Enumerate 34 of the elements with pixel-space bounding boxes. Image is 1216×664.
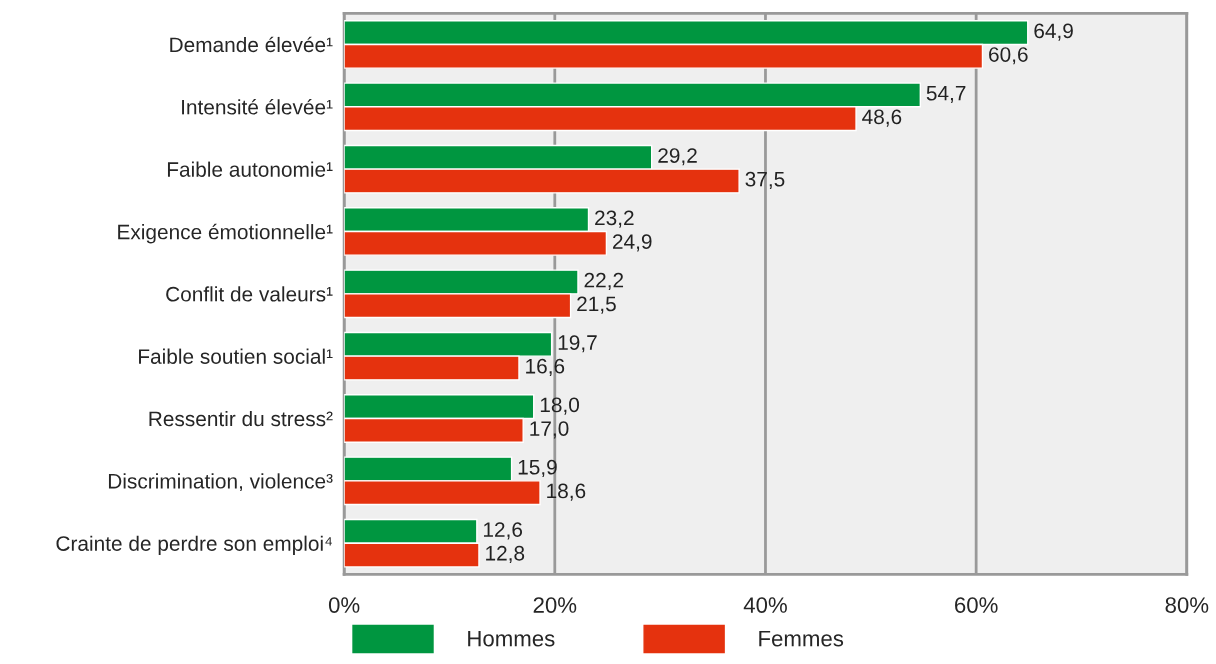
x-tick-label: 40% xyxy=(743,597,787,613)
y-tick-label: Exigence émotionnelle¹ xyxy=(118,223,333,244)
data-label: 18,6 xyxy=(547,483,586,501)
x-tick-label: 0% xyxy=(328,597,360,613)
x-tick-label: 20% xyxy=(533,597,577,613)
y-tick-label: Discrimination, violence³ xyxy=(108,473,333,492)
y-tick-label: Faible autonomie¹ xyxy=(167,161,333,177)
data-label: 29,2 xyxy=(658,148,697,166)
y-tick-label: Intensité élevée¹ xyxy=(182,99,333,115)
legend-label: Hommes xyxy=(468,630,555,647)
data-label: 12,6 xyxy=(484,522,523,540)
x-tick-label: 60% xyxy=(955,597,998,613)
data-label: 64,9 xyxy=(1034,23,1073,41)
data-label: 60,6 xyxy=(989,47,1028,65)
y-tick-label: Demande élevée¹ xyxy=(170,36,333,53)
data-label: 17,0 xyxy=(530,421,569,439)
data-label: 12,8 xyxy=(486,545,525,564)
x-tick-label: 80% xyxy=(1165,597,1209,613)
y-tick-label: Ressentir du stress² xyxy=(149,410,333,427)
data-label: 24,9 xyxy=(613,234,652,252)
data-label: 16,6 xyxy=(526,358,565,377)
data-label: 18,0 xyxy=(540,397,580,415)
data-label: 19,7 xyxy=(558,335,597,353)
y-tick-label: Crainte de perdre son emploi⁴ xyxy=(56,535,332,556)
data-label: 21,5 xyxy=(577,296,616,314)
data-label: 37,5 xyxy=(745,171,785,190)
data-label: 15,9 xyxy=(518,459,557,478)
data-label: 23,2 xyxy=(595,210,634,228)
legend-label: Femmes xyxy=(759,630,844,647)
y-tick-label: Conflit de valeurs¹ xyxy=(166,286,333,302)
data-label: 54,7 xyxy=(926,86,966,103)
data-label: 48,6 xyxy=(862,109,902,127)
data-label: 22,2 xyxy=(584,272,624,291)
y-tick-label: Faible soutien social¹ xyxy=(139,348,333,364)
